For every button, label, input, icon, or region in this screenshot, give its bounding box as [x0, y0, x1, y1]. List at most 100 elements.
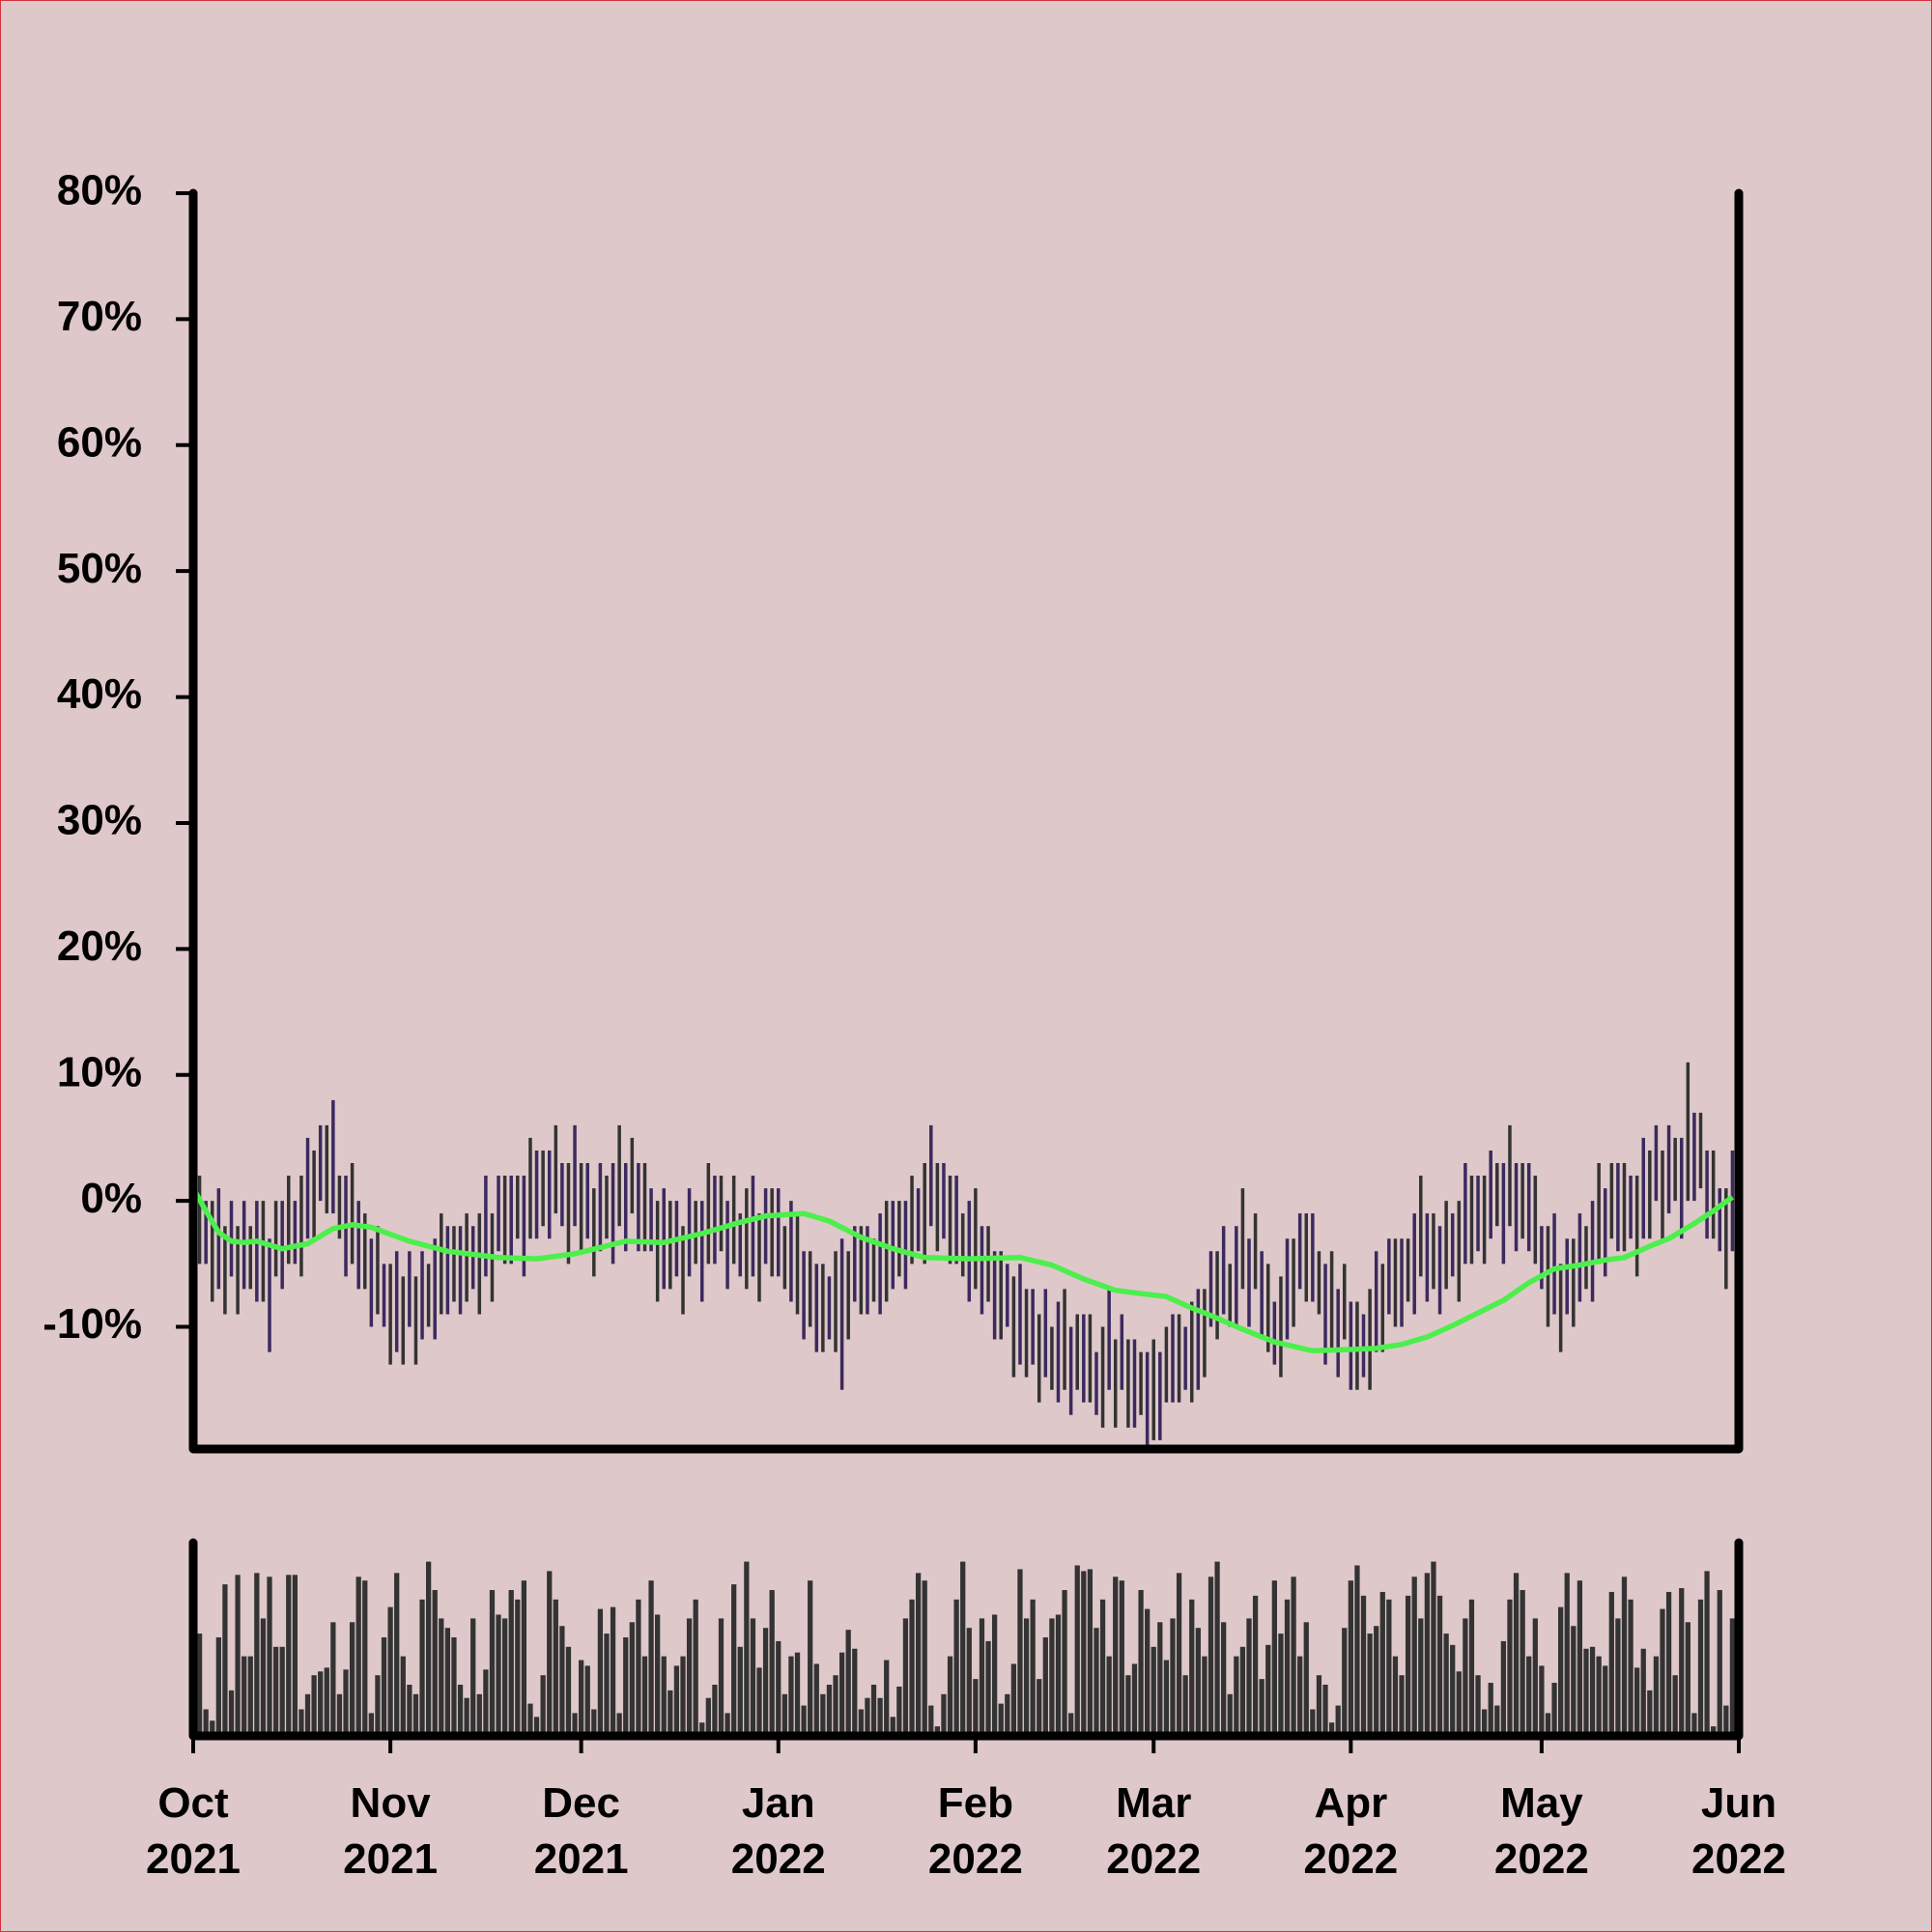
volume-bar — [298, 1709, 304, 1732]
x-tick-label: Nov 2021 — [343, 1779, 439, 1883]
volume-bar — [540, 1675, 546, 1732]
volume-bar — [1551, 1683, 1557, 1732]
volume-bar — [196, 1634, 203, 1732]
volume-bar — [565, 1646, 572, 1732]
volume-bar — [1640, 1648, 1646, 1732]
volume-bar — [762, 1628, 769, 1732]
volume-bar — [1507, 1599, 1513, 1732]
volume-bar — [1379, 1591, 1385, 1732]
volume-bar — [1062, 1590, 1067, 1732]
y-tick-label: 40% — [57, 670, 142, 718]
volume-bar — [922, 1580, 927, 1732]
x-tick-label: May 2022 — [1493, 1779, 1589, 1883]
volume-bar — [1488, 1683, 1493, 1732]
volume-bar — [838, 1652, 845, 1732]
volume-bar — [1310, 1709, 1316, 1732]
volume-bar — [712, 1685, 718, 1732]
volume-bar — [629, 1622, 635, 1732]
volume-bar — [673, 1665, 680, 1732]
volume-bar — [1125, 1675, 1131, 1732]
volume-bar — [1081, 1571, 1087, 1732]
volume-bar — [731, 1584, 737, 1732]
volume-bar — [1583, 1648, 1589, 1732]
volume-bar — [737, 1646, 743, 1732]
volume-bar — [1291, 1577, 1296, 1732]
volume-bar — [661, 1656, 667, 1732]
moving-average-line — [193, 1186, 1735, 1354]
volume-bar — [1246, 1618, 1252, 1732]
volume-bar — [242, 1656, 247, 1732]
axes: -10% 0% 10% 20% 30% 40% 50% 60% 70% 80% — [43, 167, 1744, 1753]
volume-bar — [1628, 1599, 1634, 1732]
volume-bar — [1138, 1590, 1144, 1732]
volume-bar — [1202, 1656, 1208, 1732]
volume-bar — [1094, 1628, 1099, 1732]
volume-bar — [222, 1584, 228, 1732]
volume-bar — [1424, 1573, 1430, 1732]
volume-bar — [1214, 1561, 1220, 1732]
volume-bar — [1608, 1591, 1614, 1732]
volume-bar — [1558, 1606, 1564, 1732]
volume-bar — [1182, 1675, 1188, 1732]
y-tick-label: 30% — [57, 797, 142, 844]
volume-bar — [776, 1640, 781, 1732]
volume-bar — [865, 1697, 870, 1732]
volume-bar — [1189, 1599, 1195, 1732]
volume-bar — [1252, 1595, 1259, 1732]
volume-bar — [794, 1652, 801, 1732]
volume-bar — [616, 1713, 622, 1732]
volume-bar — [1665, 1591, 1672, 1732]
volume-bar — [623, 1637, 629, 1732]
volume-bar — [1284, 1599, 1291, 1732]
volume-bar — [476, 1693, 482, 1732]
volume-bar — [1131, 1663, 1138, 1732]
volume-bar — [1265, 1644, 1271, 1732]
volume-bar — [228, 1690, 235, 1732]
volume-bar — [1539, 1665, 1545, 1732]
y-tick-label: -10% — [43, 1300, 142, 1348]
volume-bar — [1374, 1626, 1379, 1732]
volume-bar — [597, 1608, 604, 1732]
volume-bar — [1571, 1626, 1577, 1732]
volume-bar — [1348, 1580, 1353, 1732]
volume-bar — [979, 1618, 985, 1732]
volume-bar — [877, 1697, 883, 1732]
volume-bar — [1087, 1569, 1094, 1732]
volume-bar — [1468, 1599, 1475, 1732]
volume-bar — [400, 1656, 406, 1732]
volume-bar — [559, 1626, 565, 1732]
volume-bar — [547, 1571, 553, 1732]
volume-bar — [444, 1628, 451, 1732]
volume-bar — [890, 1717, 895, 1732]
volume-bar — [1005, 1693, 1010, 1732]
volume-bar — [1520, 1590, 1525, 1732]
volume-bar — [1603, 1665, 1608, 1732]
volume-bar — [750, 1618, 756, 1732]
volume-bar — [985, 1640, 991, 1732]
volume-bar — [521, 1580, 527, 1732]
volume-bar — [693, 1599, 698, 1732]
volume-bar — [375, 1675, 381, 1732]
volume-bar — [470, 1618, 476, 1732]
volume-bar — [1360, 1595, 1367, 1732]
volume-bar — [254, 1573, 260, 1732]
volume-bar — [1303, 1622, 1309, 1732]
volume-bar — [686, 1618, 693, 1732]
volume-bar — [1526, 1656, 1532, 1732]
volume-bar — [1691, 1713, 1697, 1732]
volume-bar — [1704, 1571, 1710, 1732]
volume-bar — [680, 1656, 686, 1732]
volume-bar — [572, 1713, 578, 1732]
volume-bar — [896, 1686, 902, 1732]
volume-bar — [527, 1703, 533, 1732]
volume-bar — [1367, 1634, 1373, 1732]
volume-bar — [355, 1577, 361, 1732]
volume-bar — [1615, 1618, 1621, 1732]
volume-bar — [1195, 1628, 1201, 1732]
volume-bar — [1450, 1644, 1456, 1732]
volume-bar — [960, 1561, 966, 1732]
volume-bar — [394, 1573, 400, 1732]
volume-bar — [1405, 1595, 1411, 1732]
volume-bar — [1545, 1713, 1551, 1732]
volume-bar — [330, 1622, 336, 1732]
